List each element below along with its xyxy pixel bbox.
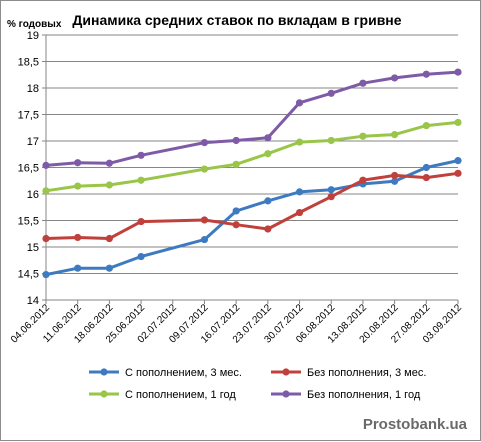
data-point [74,233,82,242]
data-point [137,252,145,261]
data-point [200,216,209,224]
data-point [105,264,113,272]
data-point [359,176,367,184]
data-point [422,173,430,182]
series-1 [42,157,462,279]
y-tick-label: 16,5 [18,163,39,175]
data-point [74,159,82,167]
data-point [359,132,367,140]
data-point [74,182,82,190]
data-point [137,217,145,226]
legend-marker [100,368,108,376]
y-tick-label: 15 [27,242,39,254]
series-line [45,70,459,167]
data-point [264,225,272,233]
data-point [200,165,209,173]
data-point [232,207,240,215]
legend-label: С пополнением, 1 год [125,389,236,401]
chart-title: Динамика средних ставок по вкладам в гри… [72,12,401,28]
y-tick-label: 16 [27,189,39,201]
data-point [391,131,399,139]
legend-label: Без пополнения, 1 год [307,389,421,401]
legend-item: Без пополнения, 1 год [271,389,421,401]
y-tick-label: 17 [27,136,39,148]
data-point [454,157,462,165]
series-2 [42,169,462,243]
data-point [42,234,50,243]
data-point [137,176,145,184]
data-point [391,74,399,82]
series-4 [42,68,462,169]
legend-item: С пополнением, 3 мес. [89,367,242,379]
y-tick-label: 18 [27,83,39,95]
data-point [295,188,304,196]
legend-label: С пополнением, 3 мес. [125,367,242,379]
data-point [295,138,304,146]
y-axis-label: % годовых [7,19,62,30]
data-point [264,134,272,142]
legend-label: Без пополнения, 3 мес. [307,367,426,379]
data-point [137,151,145,159]
y-tick-label: 19 [27,30,39,42]
data-point [42,270,50,279]
y-tick-label: 14 [27,295,39,307]
data-point [42,187,50,195]
legend-item: С пополнением, 1 год [89,389,236,401]
data-point [264,150,272,158]
data-point [264,197,272,205]
data-point [454,68,462,76]
series-3 [42,118,462,195]
data-point [200,235,209,244]
y-tick-label: 15,5 [18,216,39,228]
data-point [295,99,304,107]
y-tick-label: 18,5 [18,57,39,69]
legend-item: Без пополнения, 3 мес. [271,367,426,379]
data-point [359,79,367,87]
data-point [454,169,462,177]
data-point [422,163,430,172]
legend-marker [100,390,108,398]
data-point [422,122,430,130]
y-tick-label: 14,5 [18,269,39,281]
watermark-text: Prostobank.ua [363,416,468,433]
data-point [105,234,113,243]
data-point [295,208,304,217]
data-point [105,159,113,167]
legend-marker [282,390,290,398]
data-point [327,89,335,97]
data-point [391,171,399,180]
data-point [200,138,209,147]
data-point [74,264,82,272]
data-point [422,70,430,78]
legend-marker [282,368,290,376]
data-point [327,136,335,145]
y-tick-label: 17,5 [18,110,39,122]
data-point [232,136,240,145]
data-point [327,186,335,194]
data-point [105,181,113,189]
data-point [232,160,240,168]
data-point [232,221,240,229]
data-point [327,193,335,201]
data-point [454,118,462,127]
data-point [42,161,50,169]
data-point [391,177,399,185]
